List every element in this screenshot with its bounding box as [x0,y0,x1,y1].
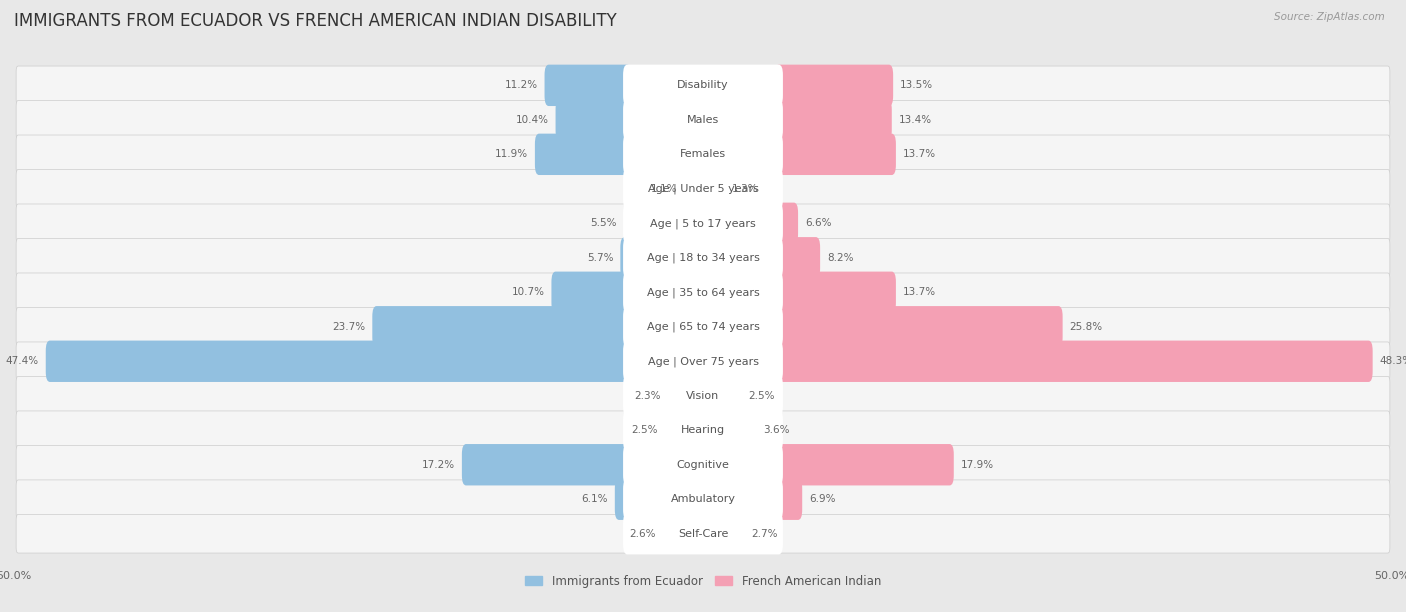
Text: Age | Under 5 years: Age | Under 5 years [648,184,758,194]
Text: 2.3%: 2.3% [634,390,661,401]
Text: 6.1%: 6.1% [582,494,607,504]
FancyBboxPatch shape [15,66,1391,105]
Text: Disability: Disability [678,80,728,91]
FancyBboxPatch shape [623,513,783,554]
Text: Cognitive: Cognitive [676,460,730,470]
Text: 1.3%: 1.3% [733,184,758,194]
FancyBboxPatch shape [775,479,803,520]
FancyBboxPatch shape [620,237,631,278]
FancyBboxPatch shape [15,376,1391,415]
FancyBboxPatch shape [775,444,953,485]
FancyBboxPatch shape [623,272,783,313]
FancyBboxPatch shape [46,340,631,382]
FancyBboxPatch shape [623,99,783,141]
FancyBboxPatch shape [15,135,1391,174]
FancyBboxPatch shape [461,444,631,485]
Text: IMMIGRANTS FROM ECUADOR VS FRENCH AMERICAN INDIAN DISABILITY: IMMIGRANTS FROM ECUADOR VS FRENCH AMERIC… [14,12,617,30]
FancyBboxPatch shape [623,65,783,106]
Text: 17.2%: 17.2% [422,460,456,470]
Text: Age | 65 to 74 years: Age | 65 to 74 years [647,321,759,332]
Text: 1.1%: 1.1% [651,184,676,194]
FancyBboxPatch shape [775,272,896,313]
FancyBboxPatch shape [15,100,1391,139]
FancyBboxPatch shape [623,203,783,244]
Text: Hearing: Hearing [681,425,725,435]
FancyBboxPatch shape [623,133,783,175]
Text: Age | 35 to 64 years: Age | 35 to 64 years [647,287,759,297]
Legend: Immigrants from Ecuador, French American Indian: Immigrants from Ecuador, French American… [520,570,886,592]
Text: 5.7%: 5.7% [586,253,613,263]
Text: 17.9%: 17.9% [960,460,994,470]
Text: Age | 5 to 17 years: Age | 5 to 17 years [650,218,756,228]
FancyBboxPatch shape [15,307,1391,346]
Text: 13.4%: 13.4% [898,115,932,125]
Text: 3.6%: 3.6% [763,425,790,435]
Text: 2.6%: 2.6% [630,529,657,539]
FancyBboxPatch shape [15,170,1391,208]
Text: 11.2%: 11.2% [505,80,537,91]
FancyBboxPatch shape [775,203,799,244]
FancyBboxPatch shape [623,444,783,485]
FancyBboxPatch shape [623,409,783,451]
FancyBboxPatch shape [614,479,631,520]
FancyBboxPatch shape [534,133,631,175]
FancyBboxPatch shape [623,168,783,209]
FancyBboxPatch shape [15,204,1391,242]
Text: 6.6%: 6.6% [806,218,831,228]
Text: 13.5%: 13.5% [900,80,934,91]
Text: Self-Care: Self-Care [678,529,728,539]
FancyBboxPatch shape [544,65,631,106]
Text: 23.7%: 23.7% [332,322,366,332]
FancyBboxPatch shape [15,446,1391,484]
FancyBboxPatch shape [775,133,896,175]
FancyBboxPatch shape [775,306,1063,348]
Text: 2.5%: 2.5% [631,425,658,435]
Text: 47.4%: 47.4% [6,356,39,366]
FancyBboxPatch shape [623,375,783,416]
Text: 13.7%: 13.7% [903,149,936,159]
Text: Vision: Vision [686,390,720,401]
FancyBboxPatch shape [775,65,893,106]
FancyBboxPatch shape [555,99,631,141]
Text: 8.2%: 8.2% [827,253,853,263]
Text: 48.3%: 48.3% [1379,356,1406,366]
FancyBboxPatch shape [775,237,820,278]
FancyBboxPatch shape [15,342,1391,381]
Text: 25.8%: 25.8% [1070,322,1102,332]
Text: 6.9%: 6.9% [808,494,835,504]
Text: Males: Males [688,115,718,125]
FancyBboxPatch shape [775,340,1372,382]
Text: 5.5%: 5.5% [589,218,616,228]
Text: 10.7%: 10.7% [512,287,544,297]
FancyBboxPatch shape [15,411,1391,450]
Text: 2.7%: 2.7% [751,529,778,539]
Text: Source: ZipAtlas.com: Source: ZipAtlas.com [1274,12,1385,22]
Text: 10.4%: 10.4% [516,115,548,125]
Text: Age | Over 75 years: Age | Over 75 years [648,356,758,367]
Text: Ambulatory: Ambulatory [671,494,735,504]
Text: 2.5%: 2.5% [748,390,775,401]
FancyBboxPatch shape [623,479,783,520]
FancyBboxPatch shape [623,340,783,382]
FancyBboxPatch shape [775,99,891,141]
Text: 13.7%: 13.7% [903,287,936,297]
FancyBboxPatch shape [15,239,1391,277]
FancyBboxPatch shape [623,306,783,348]
FancyBboxPatch shape [373,306,631,348]
FancyBboxPatch shape [15,515,1391,553]
FancyBboxPatch shape [551,272,631,313]
FancyBboxPatch shape [15,273,1391,312]
FancyBboxPatch shape [15,480,1391,518]
Text: 11.9%: 11.9% [495,149,529,159]
Text: Females: Females [681,149,725,159]
Text: Age | 18 to 34 years: Age | 18 to 34 years [647,253,759,263]
FancyBboxPatch shape [623,237,783,278]
